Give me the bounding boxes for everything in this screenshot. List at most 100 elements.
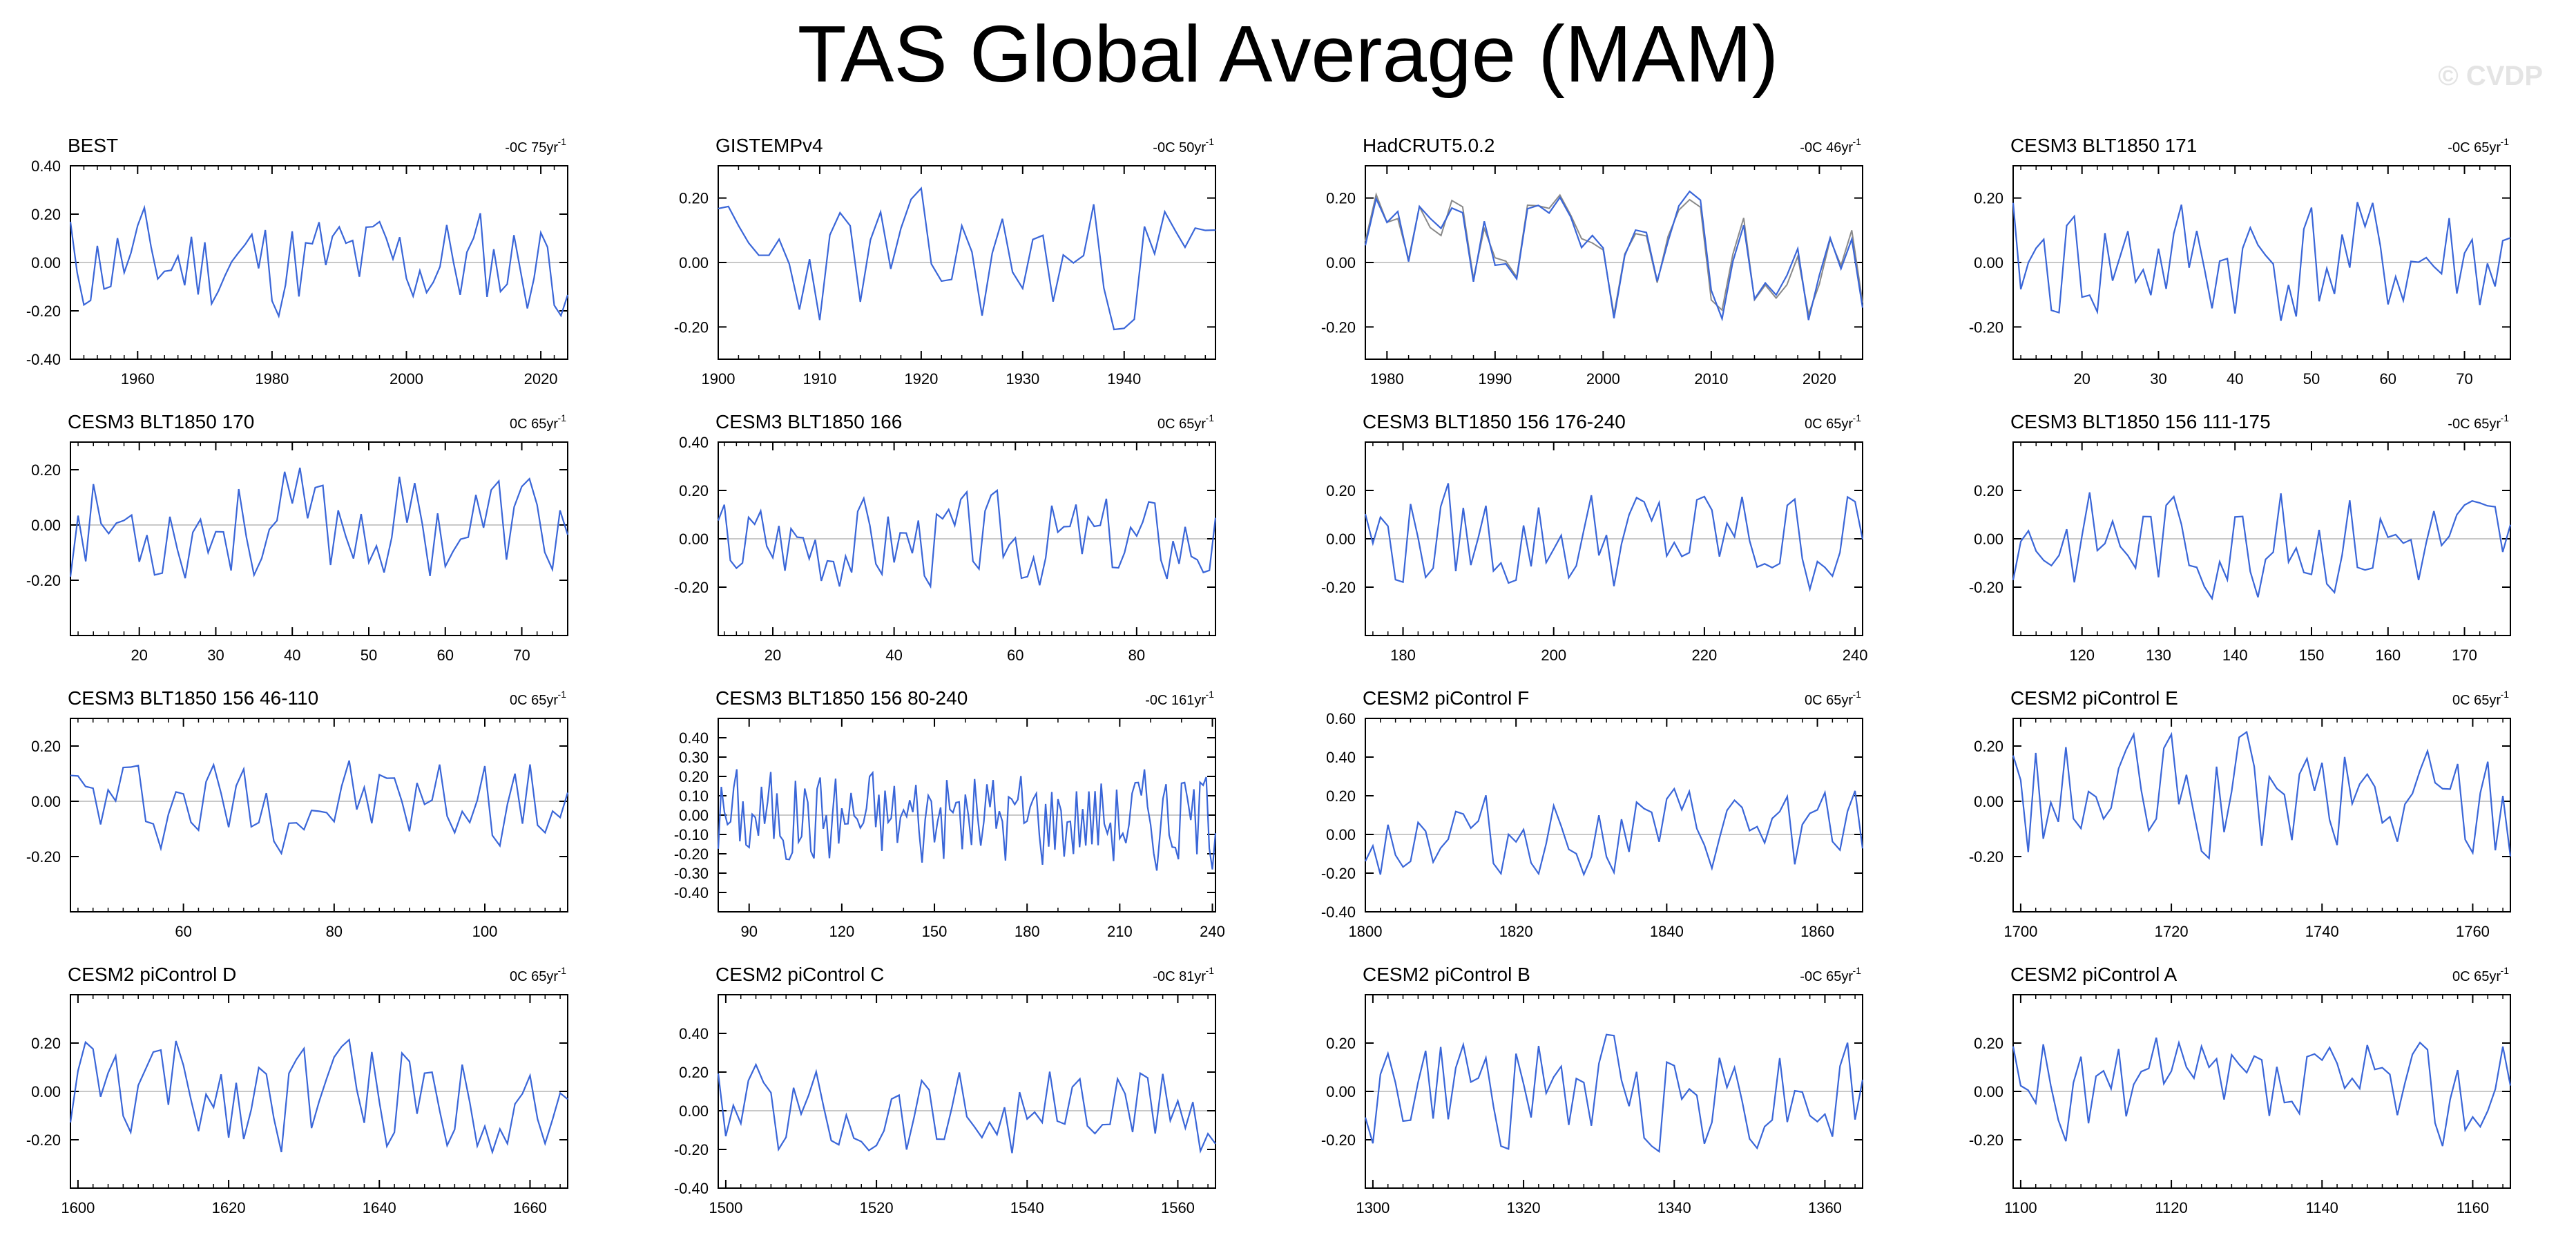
x-tick-label: 2010 [1694,370,1728,388]
x-tick-label: 150 [922,923,948,940]
trend-exponent: -1 [2501,136,2510,147]
x-tick-label: 1540 [1010,1199,1044,1216]
trend-label: -0C 65yr [1800,969,1853,984]
chart-title: CESM3 BLT1850 166 [715,411,902,432]
trend-label: 0C 65yr [510,969,558,984]
x-tick-label: 180 [1015,923,1040,940]
y-tick-label: 0.20 [31,738,61,755]
y-tick-label: -0.20 [674,318,709,336]
chart-title: CESM2 piControl B [1363,964,1530,985]
y-tick-label: 0.20 [31,461,61,479]
series-line [1364,190,1864,322]
chart-panel-15: CESM2 piControl B -0C 65yr -1 0.20 0.00 -0.20… [1321,964,1864,1216]
x-tick-label: 120 [2069,647,2095,664]
trend-exponent: -1 [558,965,567,976]
trend-exponent: -1 [558,136,567,147]
x-tick-label: 80 [326,923,343,940]
trend-exponent: -1 [1853,412,1862,423]
x-tick-label: 40 [885,647,902,664]
trend-label: -0C 65yr [2448,417,2501,432]
x-tick-label: 160 [2375,647,2401,664]
y-tick-label: 0.40 [31,157,61,175]
y-tick-label: 0.40 [679,434,709,451]
series-line [717,1062,1216,1154]
trend-exponent: -1 [1206,136,1215,147]
trend-exponent: -1 [1206,965,1215,976]
x-tick-label: 210 [1107,923,1133,940]
x-tick-label: 1980 [255,370,289,388]
y-tick-label: -0.20 [26,1131,61,1149]
chart-panel-6: CESM3 BLT1850 166 0C 65yr -1 0.40 0.20 0.00 -0… [674,411,1217,664]
y-tick-label: 0.40 [679,1025,709,1042]
page-title: TAS Global Average (MAM) [797,9,1779,99]
trend-label: -0C 46yr [1800,140,1853,155]
y-tick-label: -0.20 [1321,1131,1356,1149]
chart-panel-9: CESM3 BLT1850 156 46-110 0C 65yr -1 0.20 0.0… [26,687,569,940]
x-tick-label: 1620 [212,1199,246,1216]
trend-label: -0C 50yr [1153,140,1206,155]
y-tick-label: -0.20 [674,579,709,596]
x-tick-label: 100 [472,923,498,940]
x-tick-label: 170 [2452,647,2477,664]
x-tick-label: 180 [1390,647,1416,664]
x-tick-label: 60 [2380,370,2396,388]
x-tick-label: 1660 [513,1199,547,1216]
x-tick-label: 1940 [1107,370,1141,388]
trend-exponent: -1 [2501,965,2510,976]
trend-exponent: -1 [558,412,567,423]
chart-panel-7: CESM3 BLT1850 156 176-240 0C 65yr -1 0.20 0.… [1321,411,1868,664]
y-tick-label: -0.10 [674,826,709,843]
x-tick-label: 40 [2227,370,2243,388]
y-tick-label: -0.40 [26,351,61,368]
x-tick-label: 90 [740,923,757,940]
chart-title: BEST [68,135,118,156]
series-line [718,187,1216,331]
series-line [1364,483,1864,593]
series-line [2012,202,2511,321]
series-line [69,467,569,579]
chart-panel-14: CESM2 piControl C -0C 81yr -1 0.40 0.20 0.00 -… [674,964,1216,1216]
x-tick-label: 1360 [1808,1199,1842,1216]
x-tick-label: 220 [1692,647,1718,664]
trend-label: -0C 161yr [1145,693,1206,708]
trend-label: 0C 65yr [510,693,558,708]
chart-title: HadCRUT5.0.2 [1363,135,1494,156]
y-tick-label: -0.20 [674,1141,709,1158]
trend-exponent: -1 [1853,689,1862,700]
x-tick-label: 60 [437,647,454,664]
y-tick-label: 0.00 [1974,793,2003,810]
x-tick-label: 1740 [2305,923,2339,940]
chart-panel-5: CESM3 BLT1850 170 0C 65yr -1 0.20 0.00 -0.20 2… [26,411,569,664]
y-tick-label: -0.20 [1321,579,1356,596]
trend-label: -0C 65yr [2448,140,2501,155]
x-tick-label: 1560 [1161,1199,1195,1216]
chart-title: CESM3 BLT1850 171 [2010,135,2197,156]
x-tick-label: 1140 [2306,1199,2338,1216]
chart-title: CESM3 BLT1850 156 111-175 [2010,411,2271,432]
x-tick-label: 1900 [702,370,736,388]
y-tick-label: 0.00 [31,1083,61,1100]
x-tick-label: 1300 [1356,1199,1390,1216]
chart-title: CESM2 piControl E [2010,687,2178,709]
y-tick-label: 0.00 [679,531,709,548]
y-tick-label: -0.30 [674,865,709,882]
x-tick-label: 60 [1007,647,1023,664]
x-tick-label: 30 [207,647,224,664]
y-tick-label: 0.00 [1974,254,2003,271]
y-tick-label: 0.20 [1974,1035,2003,1052]
chart-title: CESM2 piControl C [715,964,884,985]
x-tick-label: 2020 [524,370,558,388]
y-tick-label: 0.00 [1974,531,2003,548]
series-line [1365,787,1864,877]
x-tick-label: 50 [2303,370,2320,388]
y-tick-label: 0.20 [1326,190,1356,207]
x-tick-label: 1520 [860,1199,894,1216]
x-tick-label: 1960 [121,370,155,388]
series-line [2012,1037,2512,1147]
chart-panel-11: CESM2 piControl F 0C 65yr -1 0.60 0.40 0.20 0.… [1321,687,1864,940]
chart-panel-13: CESM2 piControl D 0C 65yr -1 0.20 0.00 -0.20 1… [26,964,568,1216]
x-tick-label: 20 [2073,370,2090,388]
y-tick-label: 0.20 [31,1035,61,1052]
y-tick-label: 0.20 [1974,482,2003,499]
